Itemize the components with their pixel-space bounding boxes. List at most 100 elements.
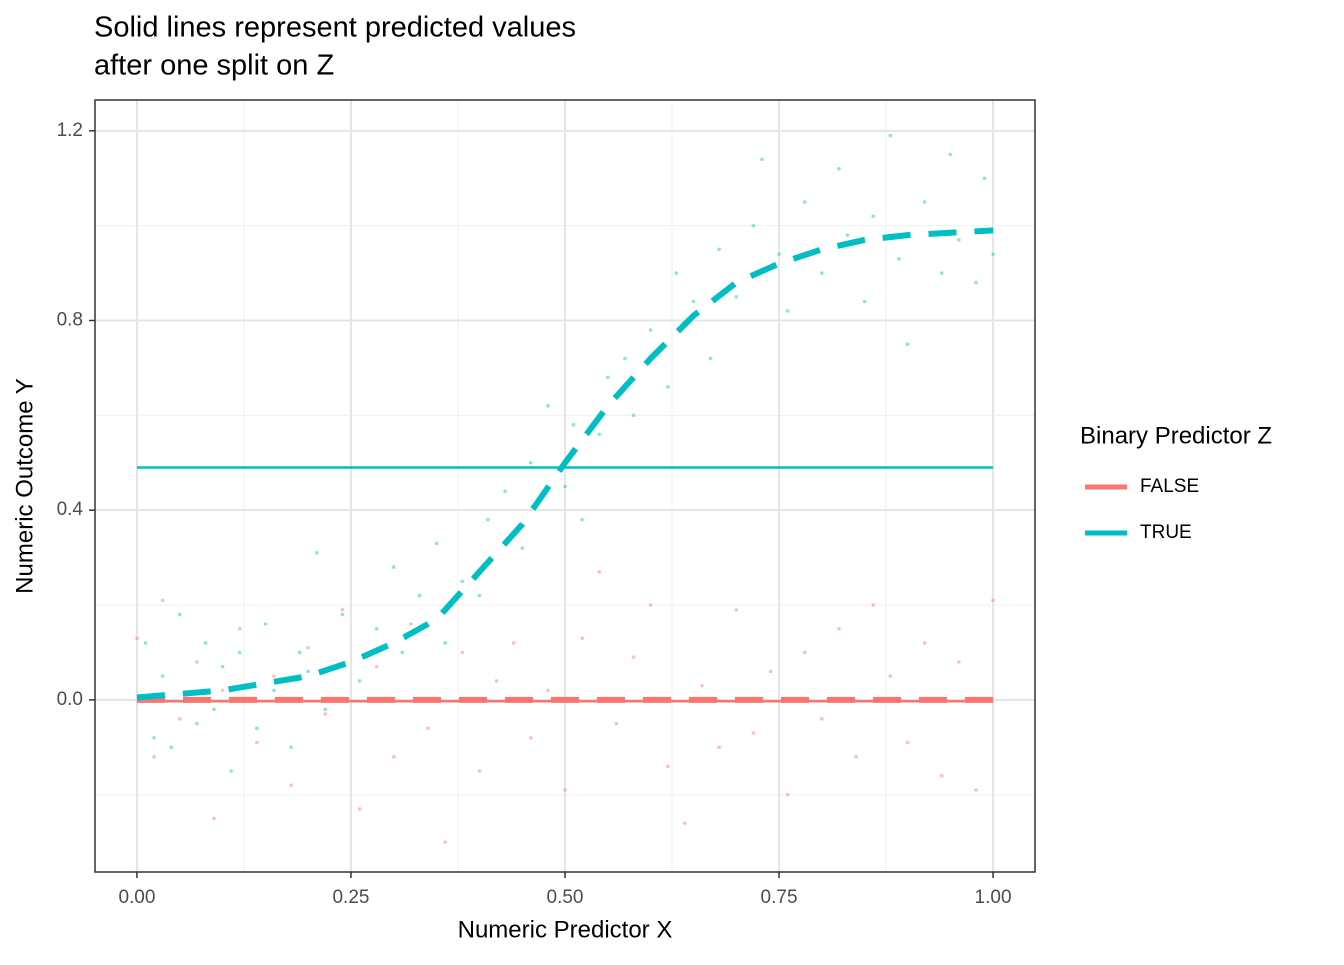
point (443, 840, 447, 844)
point (306, 669, 310, 674)
point (785, 309, 790, 313)
point (503, 489, 507, 494)
y-axis-label: Numeric Outcome Y (11, 378, 38, 594)
point (777, 252, 781, 256)
point (760, 157, 764, 162)
point (289, 745, 293, 750)
smooth-line (136, 227, 994, 701)
point (177, 612, 182, 617)
point (862, 299, 867, 304)
point (460, 579, 465, 584)
point (734, 294, 739, 299)
point (374, 664, 379, 669)
point (717, 745, 721, 750)
point (922, 200, 927, 204)
point (674, 271, 679, 275)
point (289, 783, 293, 788)
x-tick-label: 0.25 (332, 887, 369, 908)
point (323, 707, 328, 712)
point (409, 622, 413, 626)
point (160, 674, 165, 678)
point (212, 707, 216, 712)
point (631, 413, 636, 418)
point (434, 541, 439, 546)
point (751, 731, 756, 735)
point (648, 328, 653, 332)
point (691, 299, 696, 304)
point (391, 754, 396, 759)
point (939, 773, 944, 778)
point (580, 636, 584, 641)
point (623, 356, 627, 361)
point (957, 660, 961, 664)
point (152, 736, 156, 740)
point (648, 603, 653, 607)
y-tick-label: 0.4 (57, 499, 84, 520)
point (683, 821, 687, 825)
point (905, 342, 910, 347)
point (606, 375, 610, 380)
point (477, 769, 482, 773)
point (195, 660, 199, 664)
point (494, 679, 499, 683)
y-tick-label: 0.8 (57, 310, 83, 331)
point (974, 280, 978, 285)
point (374, 626, 379, 631)
point (905, 740, 910, 745)
point (195, 721, 199, 726)
point (272, 674, 276, 678)
point (734, 607, 739, 612)
chart-title: after one split on Z (94, 50, 334, 82)
point (665, 764, 670, 769)
point (580, 517, 584, 522)
point (888, 674, 893, 678)
x-axis-label: Numeric Predictor X (458, 916, 673, 943)
point (135, 636, 139, 641)
point (297, 650, 302, 655)
point (143, 641, 148, 645)
point (520, 546, 524, 550)
point (460, 650, 465, 655)
point (717, 247, 721, 252)
point (203, 641, 208, 645)
point (306, 645, 310, 650)
point (854, 754, 858, 759)
point (957, 238, 961, 242)
point (391, 565, 396, 569)
point (631, 655, 636, 659)
point (802, 650, 807, 655)
point (255, 740, 259, 745)
point (229, 769, 233, 773)
point (897, 257, 901, 261)
point (974, 788, 978, 792)
point (477, 593, 482, 598)
point (871, 214, 875, 218)
point (768, 669, 773, 674)
point (597, 432, 602, 437)
point (845, 233, 850, 237)
plot-border (94, 99, 1036, 873)
point (357, 807, 362, 811)
point (948, 152, 953, 157)
point (546, 688, 550, 693)
point (563, 788, 567, 792)
point (665, 385, 670, 389)
point (751, 223, 756, 228)
x-tick-label: 0.50 (547, 887, 584, 908)
chart-title: Solid lines represent predicted values (94, 12, 576, 44)
point (417, 593, 422, 598)
point (340, 607, 345, 612)
point (614, 721, 619, 726)
point (426, 726, 430, 731)
point (212, 816, 216, 821)
point (340, 612, 345, 617)
point (486, 517, 490, 522)
point (169, 745, 173, 750)
point (237, 626, 242, 631)
x-tick-label: 0.00 (118, 887, 155, 908)
point (314, 551, 319, 555)
point (939, 271, 944, 275)
point (528, 736, 533, 740)
